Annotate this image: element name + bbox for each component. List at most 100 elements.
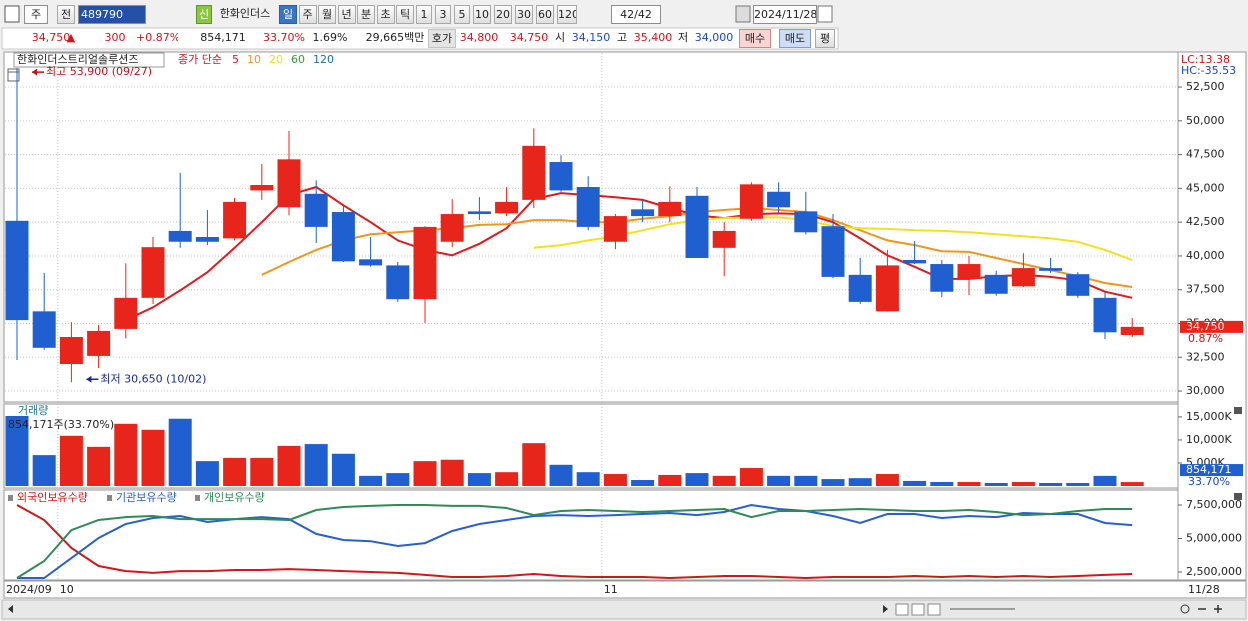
y-tick-label: 10,000K [1186, 433, 1232, 446]
period-button[interactable]: 주 [298, 5, 317, 24]
interval-button[interactable]: 1 [416, 5, 432, 24]
panel-close[interactable] [1234, 493, 1242, 500]
legend-entry: 5 [232, 53, 239, 66]
volume-bar [603, 474, 627, 486]
x-tick-label: 11 [604, 583, 618, 596]
period-button[interactable]: 일 [279, 5, 297, 24]
interval-button[interactable]: 120 [557, 5, 577, 24]
info-bid: 34,750 [509, 31, 549, 44]
volume-legend: 854,171주(33.70%) [8, 418, 114, 431]
info-sell[interactable]: 매도 [779, 29, 811, 48]
panel-close[interactable] [1234, 407, 1242, 414]
scroll-left[interactable] [8, 605, 13, 613]
prev-button[interactable]: 전 [57, 5, 75, 24]
y-tick-label: 50,000 [1186, 114, 1225, 127]
panel-title: 거래량 [18, 404, 48, 417]
interval-button[interactable]: 30 [515, 5, 533, 24]
candle-body [576, 187, 600, 227]
info-amount: 29,665백만 [365, 31, 425, 44]
y-tick-label: 5,000,000 [1186, 532, 1242, 545]
info-ask: 34,800 [459, 31, 499, 44]
candle-body [549, 162, 573, 191]
volume-bar [794, 475, 818, 486]
holding-line [16, 504, 1133, 580]
info-open: 34,150 [571, 31, 611, 44]
legend-entry: 120 [313, 53, 334, 66]
x-tick-label: 11/28 [1188, 583, 1220, 596]
info-eval[interactable]: 평 [815, 29, 835, 48]
candle-body [32, 311, 56, 348]
volume-bar [1066, 483, 1090, 486]
info-bar [1, 27, 839, 50]
y-tick-label: 40,000 [1186, 249, 1225, 262]
period-button[interactable]: 분 [357, 5, 375, 24]
volume-bar [359, 475, 383, 486]
volume-bar [440, 459, 464, 486]
calendar-button[interactable] [817, 5, 833, 23]
candle-body [875, 265, 899, 312]
play-button[interactable] [927, 603, 941, 616]
candle-body [1011, 268, 1035, 287]
volume-bar [32, 455, 56, 486]
calendar-icon[interactable] [7, 68, 20, 82]
info-high-label: 고 [616, 31, 628, 44]
volume-bar [685, 473, 709, 486]
annotation: 최저 30,650 (10/02) [100, 372, 206, 385]
candle-body [59, 337, 83, 365]
zoom-button[interactable] [895, 603, 909, 616]
candle-body [277, 159, 301, 208]
interval-button[interactable]: 5 [454, 5, 470, 24]
change-label: 0.87% [1188, 332, 1223, 345]
interval-button[interactable]: 3 [435, 5, 451, 24]
candle-body [223, 201, 247, 239]
info-price: 34,750 [31, 31, 71, 44]
y-tick-label: 45,000 [1186, 181, 1225, 194]
annotation-arrow [32, 68, 37, 76]
count-field: 42/42 [611, 5, 661, 24]
candle-body [848, 274, 872, 302]
y-tick-label: 2,500,000 [1186, 565, 1242, 578]
settings-icon[interactable] [735, 5, 751, 23]
period-select[interactable]: 주 [24, 5, 48, 24]
y-tick-label: 30,000 [1186, 384, 1225, 397]
volume-marker [1180, 464, 1243, 477]
info-open-label: 시 [554, 31, 566, 44]
candle-body [903, 259, 927, 264]
code-field[interactable]: 489790 [78, 5, 146, 24]
info-turnover: 1.69% [312, 31, 348, 44]
volume-bar [331, 453, 355, 486]
volume-bar [875, 474, 899, 486]
volume-bar [250, 457, 274, 486]
search-icon[interactable] [1180, 604, 1190, 614]
menu-icon[interactable] [4, 5, 20, 23]
info-buy[interactable]: 매수 [739, 29, 771, 48]
date-field[interactable]: 2024/11/28 [753, 5, 817, 24]
period-button[interactable]: 년 [337, 5, 356, 24]
info-volume-ratio: 33.70% [263, 31, 305, 44]
legend-swatch [107, 495, 112, 501]
y-tick-label: 52,500 [1186, 80, 1225, 93]
volume-bar [495, 472, 519, 486]
interval-button[interactable]: 10 [473, 5, 491, 24]
volume-bar [903, 480, 927, 486]
ma-label: 종가 단순 [178, 53, 222, 66]
value-axis [1177, 51, 1247, 581]
candle-body [631, 209, 655, 217]
scroll-right[interactable] [883, 605, 888, 613]
interval-button[interactable]: 20 [494, 5, 512, 24]
stop-button[interactable] [911, 603, 925, 616]
volume-marker-label: 854,171 [1186, 463, 1232, 476]
period-button[interactable]: 월 [318, 5, 336, 24]
interval-button[interactable]: 60 [536, 5, 554, 24]
period-button[interactable]: 초 [376, 5, 395, 24]
candle-body [495, 201, 519, 214]
candle-body [250, 185, 274, 191]
price-marker-label: 34,750 [1186, 320, 1225, 333]
candle-body [440, 214, 464, 242]
date-axis [3, 580, 1247, 599]
candle-body [87, 330, 111, 356]
period-button[interactable]: 틱 [396, 5, 414, 24]
price-panel [3, 51, 1179, 403]
